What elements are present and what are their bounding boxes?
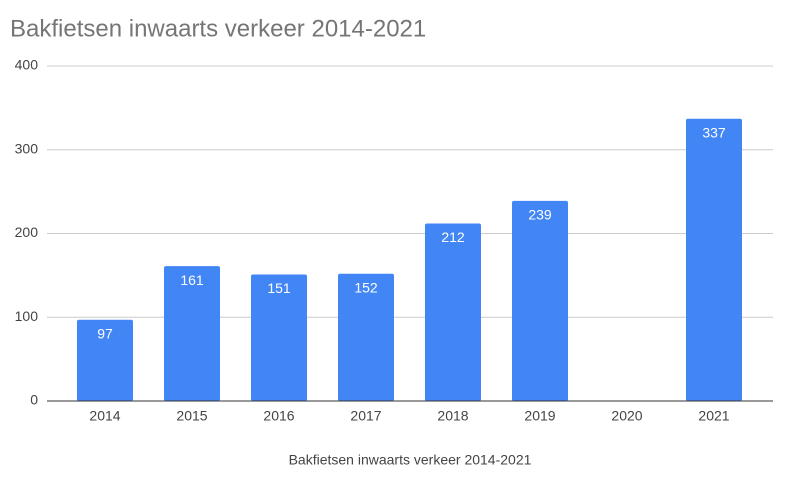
x-tick-label: 2019 xyxy=(524,408,555,424)
chart-title: Bakfietsen inwaarts verkeer 2014-2021 xyxy=(10,15,426,42)
bar xyxy=(425,223,481,401)
bar xyxy=(77,319,133,401)
x-tick-label: 2018 xyxy=(437,408,468,424)
y-tick-label: 0 xyxy=(30,392,38,408)
y-tick-label: 100 xyxy=(15,308,39,324)
y-tick-label: 200 xyxy=(15,224,39,240)
x-tick-label: 2014 xyxy=(89,408,120,424)
bar xyxy=(512,200,568,401)
value-label: 151 xyxy=(267,280,291,296)
value-label: 212 xyxy=(441,229,465,245)
bar xyxy=(338,273,394,401)
value-label: 337 xyxy=(702,124,726,140)
x-tick-label: 2016 xyxy=(263,408,294,424)
value-label: 152 xyxy=(354,279,378,295)
x-tick-label: 2021 xyxy=(698,408,729,424)
value-label: 239 xyxy=(528,207,552,223)
y-tick-label: 300 xyxy=(15,140,39,156)
bar xyxy=(686,118,742,401)
x-tick-label: 2017 xyxy=(350,408,381,424)
value-label: 97 xyxy=(97,325,113,341)
y-tick-label: 400 xyxy=(15,57,39,73)
bar xyxy=(164,266,220,401)
value-label: 161 xyxy=(180,272,204,288)
x-tick-label: 2015 xyxy=(176,408,207,424)
x-tick-label: 2020 xyxy=(611,408,642,424)
bar xyxy=(251,274,307,401)
x-axis-title: Bakfietsen inwaarts verkeer 2014-2021 xyxy=(289,452,532,468)
